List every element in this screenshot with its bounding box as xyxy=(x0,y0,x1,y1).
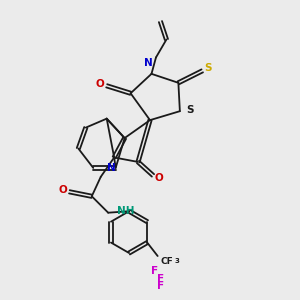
Text: F: F xyxy=(157,274,164,284)
Text: S: S xyxy=(204,63,212,73)
Text: O: O xyxy=(154,173,163,183)
Text: NH: NH xyxy=(117,206,134,216)
Text: S: S xyxy=(186,105,194,115)
Text: CF: CF xyxy=(160,257,173,266)
Text: 3: 3 xyxy=(174,258,179,264)
Text: O: O xyxy=(58,185,67,195)
Text: O: O xyxy=(96,79,104,89)
Text: F: F xyxy=(157,281,164,291)
Text: N: N xyxy=(107,163,116,173)
Text: N: N xyxy=(143,58,152,68)
Text: F: F xyxy=(151,266,158,277)
